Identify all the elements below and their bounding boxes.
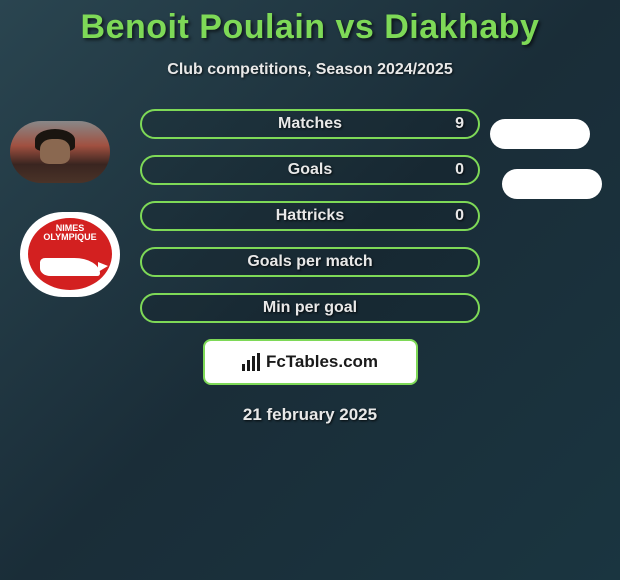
stat-bar: Goals 0 bbox=[140, 155, 480, 185]
stat-label: Hattricks bbox=[276, 207, 344, 225]
main-area: NIMES OLYMPIQUE Matches 9 Goals 0 Hattri… bbox=[0, 109, 620, 425]
brand-text: FcTables.com bbox=[266, 352, 378, 372]
crocodile-icon bbox=[40, 258, 100, 276]
stat-bar: Hattricks 0 bbox=[140, 201, 480, 231]
player-avatar-1 bbox=[10, 121, 110, 183]
stat-bar: Matches 9 bbox=[140, 109, 480, 139]
stat-value: 0 bbox=[455, 161, 464, 179]
brand-box[interactable]: FcTables.com bbox=[203, 339, 418, 385]
badge-text-2: OLYMPIQUE bbox=[43, 233, 96, 242]
nimes-badge-inner: NIMES OLYMPIQUE bbox=[28, 218, 112, 290]
chart-icon bbox=[242, 353, 260, 371]
page-title: Benoit Poulain vs Diakhaby bbox=[0, 8, 620, 47]
value-pill-2 bbox=[502, 169, 602, 199]
stat-bar: Min per goal bbox=[140, 293, 480, 323]
stat-label: Matches bbox=[278, 115, 342, 133]
comparison-card: Benoit Poulain vs Diakhaby Club competit… bbox=[0, 0, 620, 425]
team-badge: NIMES OLYMPIQUE bbox=[20, 212, 120, 297]
stat-label: Min per goal bbox=[263, 299, 357, 317]
date-text: 21 february 2025 bbox=[0, 405, 620, 425]
stat-bar: Goals per match bbox=[140, 247, 480, 277]
subtitle: Club competitions, Season 2024/2025 bbox=[0, 61, 620, 79]
stat-bars: Matches 9 Goals 0 Hattricks 0 Goals per … bbox=[140, 109, 480, 323]
stat-value: 0 bbox=[455, 207, 464, 225]
value-pill-1 bbox=[490, 119, 590, 149]
stat-label: Goals per match bbox=[247, 253, 372, 271]
stat-label: Goals bbox=[288, 161, 332, 179]
stat-value: 9 bbox=[455, 115, 464, 133]
